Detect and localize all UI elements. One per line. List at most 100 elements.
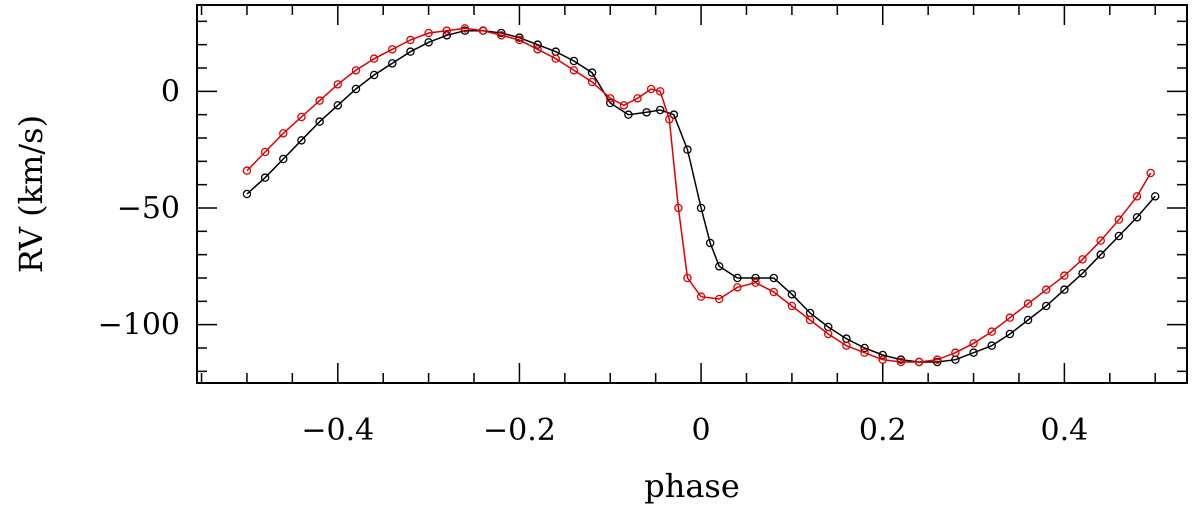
y-tick-label: −50 [117, 191, 180, 226]
series-1-point [932, 357, 942, 367]
series-2-point [787, 301, 797, 311]
x-tick-label: −0.2 [483, 413, 556, 448]
series-2-point [1096, 236, 1105, 245]
series-2-point [442, 26, 452, 35]
series-2-point [674, 203, 683, 213]
x-axis-label: phase [644, 467, 740, 505]
series-2-point [969, 339, 978, 348]
series-1-point [369, 70, 379, 80]
plot-frame [196, 4, 1188, 384]
series-1-point [460, 26, 470, 35]
series-2-point [665, 115, 674, 124]
series-2-point [860, 348, 869, 357]
series-2-point [242, 166, 252, 175]
series-1-point [969, 348, 978, 357]
series-1-point [406, 47, 415, 56]
x-tick-label: 0 [692, 413, 711, 448]
series-1-point [696, 203, 706, 213]
series-2-point [805, 315, 815, 325]
series-1-point [333, 101, 343, 110]
series-1-point [769, 273, 778, 283]
series-1-point [424, 38, 433, 47]
y-tick-label: −100 [98, 308, 180, 343]
series-2-point [914, 357, 924, 367]
series-2-point [714, 294, 724, 304]
axis-ticks [197, 5, 1187, 383]
series-2-point [333, 80, 343, 89]
y-tick-label: 0 [161, 74, 180, 109]
series-2-point [646, 84, 656, 94]
series-2-point [932, 355, 942, 364]
series-2-point [369, 54, 379, 63]
series-2-point [315, 96, 324, 105]
series-1-point [669, 110, 679, 119]
series-1-point [878, 350, 887, 360]
series-1-point [1023, 315, 1033, 325]
series-2-point [606, 94, 615, 103]
series-2-point [1005, 313, 1015, 322]
x-tick-label: −0.4 [301, 413, 374, 448]
series-2-point [587, 77, 597, 87]
series-1-point [1132, 213, 1142, 222]
series-1-point [624, 110, 633, 119]
series-2-point [551, 54, 561, 63]
series-1-line [246, 29, 1156, 363]
series-1-point [1150, 192, 1160, 201]
series-1-point [587, 68, 597, 77]
series-1-point [279, 154, 288, 164]
plot-content [242, 24, 1160, 367]
series-1-point [683, 145, 692, 154]
series-1-point [787, 290, 797, 299]
series-1-point [606, 98, 615, 108]
series-2-point [633, 94, 642, 103]
series-1-point [315, 117, 324, 126]
plot-area [242, 24, 1160, 367]
series-2-point [619, 101, 629, 110]
series-1-point [1096, 250, 1105, 259]
series-1 [242, 26, 1160, 367]
series-1-point [242, 189, 252, 199]
series-1-point [987, 341, 996, 350]
series-2-point [569, 66, 579, 75]
series-1-point [733, 273, 742, 283]
series-2-point [823, 329, 833, 339]
series-2-point [406, 35, 415, 45]
series-2-point [769, 287, 778, 297]
series-2-point [260, 147, 270, 157]
series-2-point [683, 273, 692, 283]
series-2-point [1060, 271, 1069, 280]
series-2-point [460, 24, 470, 33]
tick-labels: −0.4 −0.2 0 0.2 0.4 0 −50 −100 [98, 74, 1089, 448]
series-2-point [351, 66, 361, 75]
series-2-point [1023, 299, 1033, 308]
series-2-point [1078, 255, 1087, 264]
series-1-point [351, 84, 361, 94]
series-2-point [733, 283, 742, 292]
series-2-point [751, 278, 760, 287]
series-2-point [279, 129, 288, 138]
series-1-point [1041, 301, 1051, 311]
series-1-point [655, 105, 665, 115]
series-2-point [1132, 192, 1142, 201]
series-2-point [478, 26, 488, 35]
series-2-point [388, 45, 397, 54]
series-1-point [1005, 329, 1015, 339]
series-1-point [714, 262, 724, 271]
series-1-point [1114, 231, 1124, 241]
series-2-point [1114, 215, 1124, 224]
series-1-point [442, 31, 452, 40]
series-2-point [842, 341, 851, 350]
series-1-point [1060, 285, 1069, 294]
series-2-point [497, 31, 506, 40]
series-2-point [655, 87, 665, 96]
series-1-point [569, 56, 579, 66]
series-1-point [705, 238, 715, 248]
series-2-point [696, 292, 706, 301]
series-1-point [388, 59, 397, 68]
series-2-point [1041, 285, 1051, 294]
series-2-point [987, 327, 996, 336]
series-2-point [533, 45, 542, 54]
series-1-point [497, 28, 506, 38]
series-1-point [860, 343, 869, 353]
